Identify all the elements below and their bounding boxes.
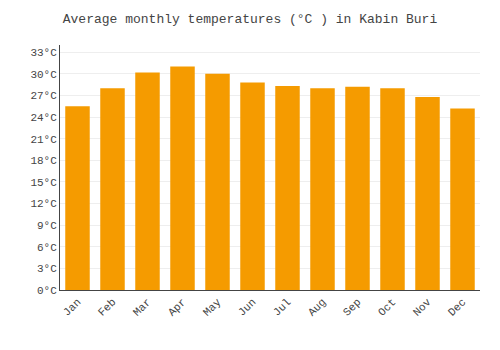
svg-text:Dec: Dec xyxy=(446,296,468,318)
svg-text:Nov: Nov xyxy=(411,296,434,319)
svg-text:Oct: Oct xyxy=(376,296,398,318)
svg-text:Sep: Sep xyxy=(341,296,363,318)
svg-text:Mar: Mar xyxy=(131,296,153,318)
svg-text:15°C: 15°C xyxy=(30,177,57,189)
svg-text:6°C: 6°C xyxy=(37,242,57,254)
svg-text:33°C: 33°C xyxy=(30,47,57,59)
svg-text:Feb: Feb xyxy=(96,296,118,318)
svg-text:24°C: 24°C xyxy=(30,112,57,124)
svg-text:9°C: 9°C xyxy=(37,220,57,232)
svg-text:May: May xyxy=(201,296,224,319)
svg-text:Average monthly temperatures (: Average monthly temperatures (°C ) in Ka… xyxy=(63,12,438,27)
svg-text:30°C: 30°C xyxy=(30,69,57,81)
svg-text:12°C: 12°C xyxy=(30,198,57,210)
svg-text:0°C: 0°C xyxy=(37,285,57,297)
svg-text:Jun: Jun xyxy=(236,296,258,318)
svg-text:Apr: Apr xyxy=(166,296,188,318)
svg-text:21°C: 21°C xyxy=(30,134,57,146)
svg-text:3°C: 3°C xyxy=(37,263,57,275)
svg-text:Jan: Jan xyxy=(61,296,83,318)
svg-text:27°C: 27°C xyxy=(30,90,57,102)
svg-text:Aug: Aug xyxy=(306,296,328,318)
svg-text:Jul: Jul xyxy=(271,296,293,318)
svg-text:18°C: 18°C xyxy=(30,155,57,167)
